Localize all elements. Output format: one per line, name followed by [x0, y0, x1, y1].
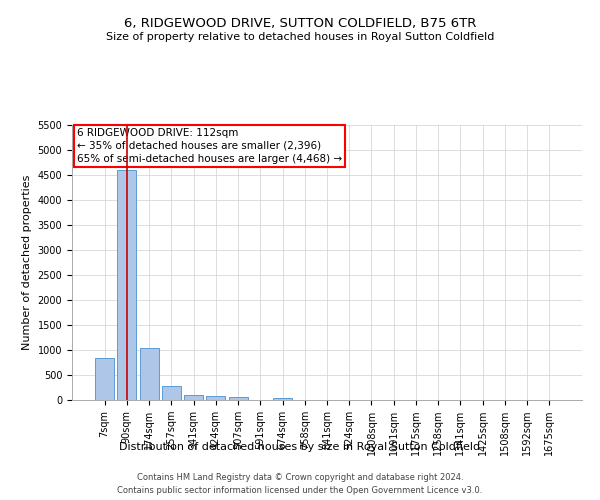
- Y-axis label: Number of detached properties: Number of detached properties: [22, 175, 32, 350]
- Bar: [273, 398, 292, 400]
- Text: Contains public sector information licensed under the Open Government Licence v3: Contains public sector information licen…: [118, 486, 482, 495]
- Text: 6 RIDGEWOOD DRIVE: 112sqm
← 35% of detached houses are smaller (2,396)
65% of se: 6 RIDGEWOOD DRIVE: 112sqm ← 35% of detac…: [77, 128, 342, 164]
- Bar: [206, 396, 225, 400]
- Text: Size of property relative to detached houses in Royal Sutton Coldfield: Size of property relative to detached ho…: [106, 32, 494, 42]
- Bar: [95, 358, 114, 400]
- Text: 6, RIDGEWOOD DRIVE, SUTTON COLDFIELD, B75 6TR: 6, RIDGEWOOD DRIVE, SUTTON COLDFIELD, B7…: [124, 18, 476, 30]
- Bar: [140, 348, 158, 400]
- Text: Contains HM Land Registry data © Crown copyright and database right 2024.: Contains HM Land Registry data © Crown c…: [137, 472, 463, 482]
- Bar: [118, 170, 136, 400]
- Bar: [229, 397, 248, 400]
- Text: Distribution of detached houses by size in Royal Sutton Coldfield: Distribution of detached houses by size …: [119, 442, 481, 452]
- Bar: [184, 395, 203, 400]
- Bar: [162, 386, 181, 400]
